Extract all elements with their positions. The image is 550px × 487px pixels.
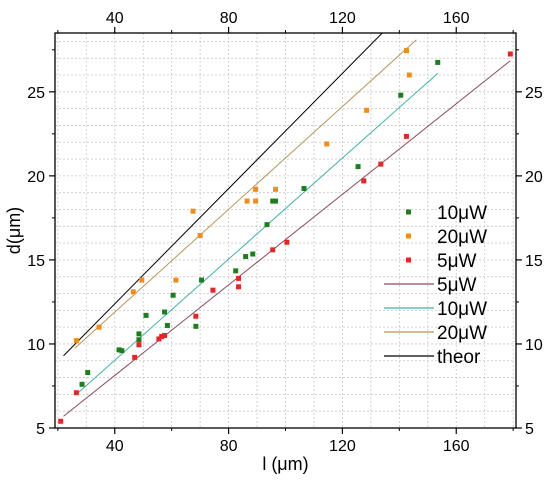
data-point — [403, 48, 409, 54]
data-point — [435, 59, 441, 65]
x-tick-label-top: 80 — [220, 10, 238, 27]
fit-line — [63, 33, 383, 357]
legend-label: 5μW — [437, 275, 477, 296]
y-tick-label-right: 25 — [525, 85, 543, 102]
data-point — [139, 277, 145, 283]
data-point — [79, 381, 85, 387]
data-point — [173, 277, 179, 283]
data-point — [273, 198, 279, 204]
data-point — [253, 186, 259, 192]
y-tick-label-left: 15 — [27, 253, 45, 270]
data-point — [270, 198, 276, 204]
data-point — [190, 208, 196, 214]
y-tick-label-right: 10 — [525, 337, 543, 354]
data-point — [398, 92, 404, 98]
data-point — [253, 198, 259, 204]
data-point — [136, 331, 142, 337]
data-point — [243, 254, 249, 260]
data-point — [156, 336, 162, 342]
fit-line — [74, 39, 417, 349]
data-point — [162, 333, 168, 339]
y-tick-label-left: 10 — [27, 337, 45, 354]
data-point — [58, 418, 64, 424]
legend-point-sample — [406, 209, 411, 215]
data-point — [143, 312, 149, 318]
data-point — [270, 247, 276, 253]
y-tick-label-left: 25 — [27, 85, 45, 102]
fit-line — [63, 60, 511, 417]
legend-label: 20μW — [437, 227, 487, 248]
data-point — [170, 292, 176, 298]
data-point — [233, 268, 239, 274]
data-point — [96, 324, 102, 330]
data-point — [324, 141, 330, 147]
data-point — [193, 323, 199, 329]
data-point — [406, 72, 412, 78]
data-point — [361, 178, 367, 184]
data-point — [116, 347, 122, 353]
y-axis-title: d(μm) — [4, 207, 24, 254]
y-tick-label-right: 20 — [525, 169, 543, 186]
legend-label: 20μW — [437, 323, 487, 344]
x-tick-label-bottom: 160 — [443, 438, 470, 455]
y-tick-label-right: 15 — [525, 253, 543, 270]
y-tick-label-right: 5 — [525, 421, 534, 438]
x-tick-label-top: 120 — [329, 10, 356, 27]
data-point — [136, 342, 142, 348]
data-point — [244, 198, 250, 204]
data-point — [119, 348, 125, 354]
data-point — [193, 313, 199, 319]
data-point — [264, 222, 270, 228]
data-points — [58, 48, 513, 424]
legend-label: 10μW — [437, 203, 487, 224]
data-point — [403, 133, 409, 139]
fit-lines — [63, 33, 511, 417]
data-point — [136, 337, 142, 343]
legend-label: 5μW — [437, 251, 477, 272]
data-point — [284, 239, 290, 245]
data-point — [73, 338, 79, 344]
data-point — [197, 233, 203, 239]
data-point — [162, 309, 168, 315]
data-point — [85, 370, 91, 376]
data-point — [378, 161, 384, 167]
data-point — [273, 186, 279, 192]
axis-ticks: 40 40 80 80 120 120 160 160 5 5 10 10 15 15 20 20 25 25 — [27, 10, 543, 455]
x-tick-label-bottom: 120 — [329, 438, 356, 455]
data-point — [236, 275, 242, 281]
data-point — [164, 322, 170, 328]
data-point — [132, 354, 138, 360]
data-point — [301, 185, 307, 191]
legend-point-sample — [406, 233, 411, 239]
x-axis-title: l (μm) — [262, 454, 308, 474]
data-point — [199, 277, 205, 283]
legend-label: 10μW — [437, 299, 487, 320]
data-point — [507, 51, 513, 57]
data-point — [73, 390, 79, 396]
data-point — [159, 333, 165, 339]
x-tick-label-top: 40 — [106, 10, 124, 27]
data-point — [210, 287, 216, 293]
y-tick-label-left: 20 — [27, 169, 45, 186]
data-point — [250, 251, 256, 257]
data-point — [364, 107, 370, 113]
x-tick-label-bottom: 80 — [220, 438, 238, 455]
data-point — [355, 164, 361, 170]
data-point — [236, 284, 242, 290]
legend-label: theor — [437, 347, 481, 368]
y-tick-label-left: 5 — [36, 421, 45, 438]
x-tick-label-bottom: 40 — [106, 438, 124, 455]
data-point — [130, 289, 136, 295]
legend-point-sample — [406, 257, 411, 263]
legend: 10μW 20μW 5μW 5μW 10μW 20μW theor — [384, 203, 487, 368]
x-tick-label-top: 160 — [443, 10, 470, 27]
